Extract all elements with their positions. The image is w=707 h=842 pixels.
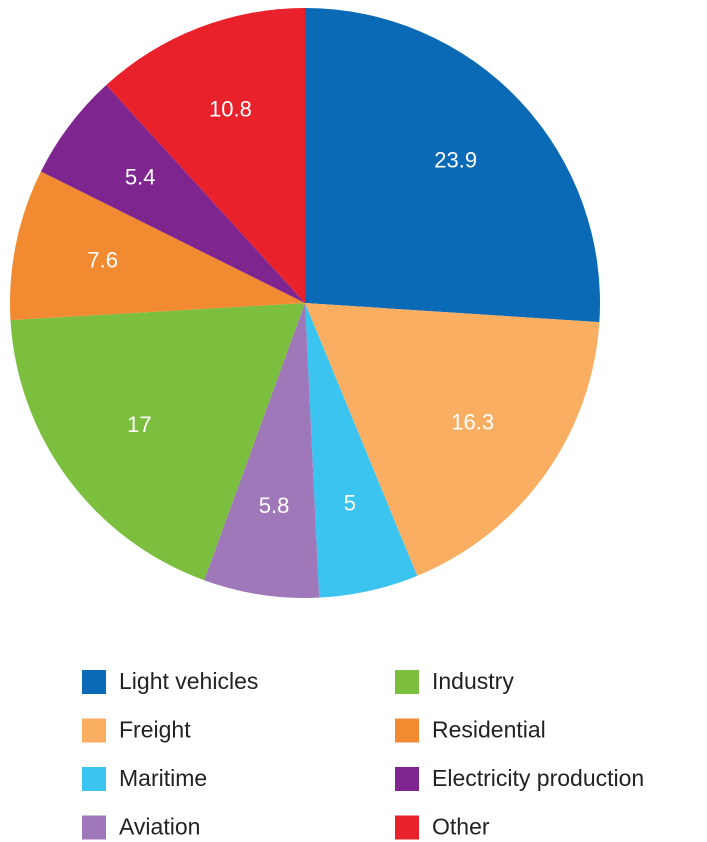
data-label: 17 — [127, 412, 151, 437]
legend-label: Light vehicles — [119, 668, 258, 694]
data-label: 10.8 — [209, 96, 252, 121]
legend-swatch — [82, 670, 106, 694]
pie-slice — [305, 8, 600, 323]
legend-swatch — [395, 718, 419, 743]
legend-label: Aviation — [119, 814, 200, 840]
legend-label: Maritime — [119, 765, 207, 791]
pie-slice — [10, 171, 306, 321]
legend-label: Residential — [432, 717, 546, 743]
pie-slice — [305, 303, 600, 576]
data-label: 7.6 — [87, 247, 118, 272]
legend-swatch — [82, 767, 106, 791]
pie-slice — [10, 303, 306, 581]
legend-label: Other — [432, 814, 490, 840]
legend-swatch — [82, 718, 106, 743]
pie-slice — [204, 303, 320, 598]
legend-label: Electricity production — [432, 765, 644, 791]
data-label: 23.9 — [434, 148, 477, 173]
data-label: 5.8 — [259, 493, 290, 518]
legend-swatch — [395, 767, 419, 791]
pie-slice — [106, 8, 305, 303]
pie-slice — [40, 84, 306, 303]
data-label: 5 — [344, 490, 356, 515]
legend-label: Industry — [432, 668, 514, 694]
data-label: 16.3 — [451, 409, 494, 434]
legend-swatch — [395, 670, 419, 694]
legend-label: Freight — [119, 717, 191, 743]
legend-swatch — [82, 815, 106, 840]
pie-slice — [305, 303, 418, 598]
data-label: 5.4 — [125, 164, 156, 189]
legend-swatch — [395, 815, 419, 840]
